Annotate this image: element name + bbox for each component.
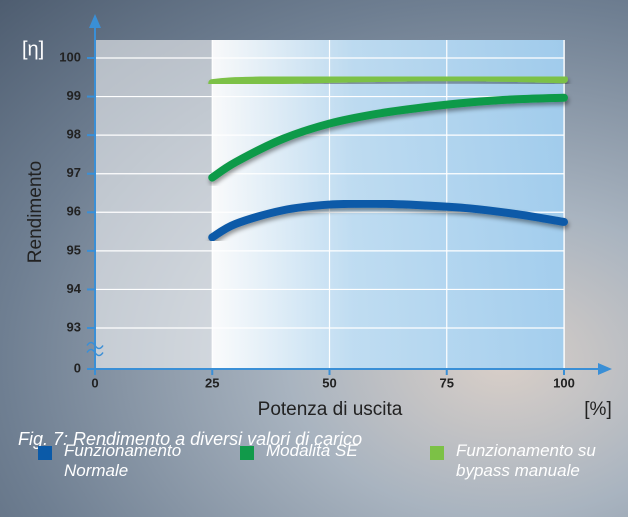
legend-item: Funzionamento Normale	[38, 441, 188, 481]
series-line	[208, 73, 568, 88]
legend-label: Funzionamento su bypass manuale	[456, 441, 596, 480]
legend-swatch	[430, 446, 444, 460]
y-tick-label: 96	[67, 204, 81, 219]
x-tick-label: 0	[91, 375, 98, 390]
legend-item: Funzionamento su bypass manuale	[430, 441, 615, 481]
y-tick-label: 94	[67, 281, 82, 296]
x-tick-label: 100	[553, 375, 575, 390]
caption: Fig. 7: Rendimento a diversi valori di c…	[18, 429, 362, 449]
axis-break	[86, 341, 104, 357]
x-axis-arrow	[598, 363, 612, 375]
y-tick-label: 95	[67, 242, 81, 257]
legend-swatch	[38, 446, 52, 460]
legend-item: Modalità SE	[240, 441, 390, 461]
legend-swatch	[240, 446, 254, 460]
legend-label: Funzionamento Normale	[64, 441, 182, 480]
x-axis-label: Potenza di uscita	[258, 399, 403, 420]
y-tick-label: 93	[67, 319, 81, 334]
y-tick-label: 99	[67, 88, 81, 103]
series-line	[208, 93, 568, 182]
y-tick-label: 98	[67, 127, 81, 142]
legend-label: Modalità SE	[266, 441, 358, 460]
y-unit-label: [η]	[22, 38, 44, 60]
y-tick-label: 0	[74, 360, 81, 375]
y-axis-label: Rendimento	[25, 161, 46, 263]
y-axis-arrow	[89, 14, 101, 28]
y-tick-label: 97	[67, 165, 81, 180]
x-tick-label: 50	[322, 375, 336, 390]
series-line	[208, 199, 568, 242]
y-tick-label: 100	[59, 49, 81, 64]
x-tick-label: 25	[205, 375, 219, 390]
x-unit-label: [%]	[584, 399, 611, 420]
x-tick-label: 75	[440, 375, 454, 390]
